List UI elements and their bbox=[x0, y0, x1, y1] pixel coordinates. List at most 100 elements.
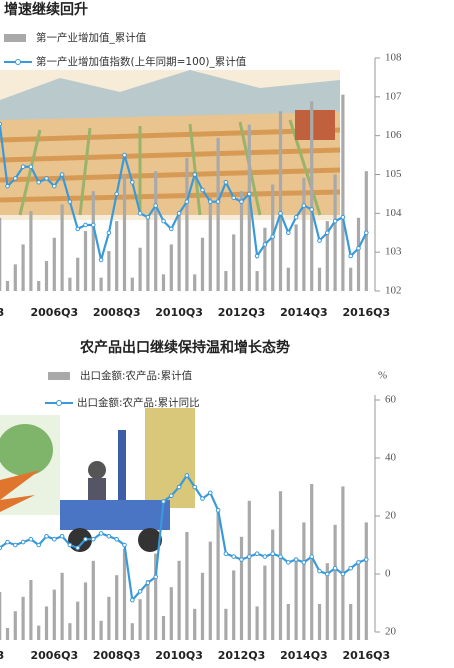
bar bbox=[216, 137, 220, 291]
point bbox=[192, 172, 197, 177]
point bbox=[286, 230, 291, 236]
point bbox=[153, 574, 158, 580]
point bbox=[208, 199, 213, 204]
bar bbox=[161, 616, 166, 640]
point bbox=[364, 557, 369, 562]
point bbox=[184, 473, 190, 478]
point bbox=[200, 496, 205, 501]
point bbox=[114, 191, 119, 197]
legend-label: 第一产业增加值指数(上年同期=100)_累计值 bbox=[36, 55, 247, 68]
point bbox=[247, 554, 252, 559]
legend-label: 出口金额:农产品:累计值 bbox=[80, 369, 193, 382]
y2-tick-label: 103 bbox=[385, 246, 402, 258]
bar bbox=[115, 221, 119, 291]
bar bbox=[44, 606, 49, 640]
bar bbox=[239, 536, 244, 640]
point bbox=[153, 203, 158, 208]
point bbox=[293, 214, 299, 220]
bar bbox=[21, 244, 25, 291]
point bbox=[309, 554, 315, 559]
bar bbox=[60, 204, 64, 291]
bar bbox=[216, 508, 220, 640]
bar bbox=[44, 261, 49, 291]
bar bbox=[317, 267, 322, 291]
point bbox=[20, 164, 26, 170]
bar bbox=[68, 623, 72, 640]
bar bbox=[138, 247, 142, 291]
bar bbox=[115, 575, 119, 640]
x-tick-label: 2012Q3 bbox=[218, 306, 266, 319]
bar bbox=[356, 560, 361, 640]
bar bbox=[232, 234, 236, 291]
point bbox=[348, 253, 354, 259]
point bbox=[137, 589, 143, 594]
bar bbox=[91, 191, 95, 291]
bar bbox=[146, 217, 150, 291]
bar bbox=[177, 560, 181, 640]
point bbox=[145, 580, 151, 586]
point bbox=[301, 203, 307, 208]
point bbox=[192, 484, 197, 490]
bar bbox=[302, 177, 306, 291]
y2-tick-label: 107 bbox=[385, 90, 402, 102]
bar bbox=[83, 582, 88, 640]
point bbox=[262, 554, 268, 559]
point bbox=[28, 536, 34, 542]
point bbox=[340, 214, 346, 220]
bar bbox=[224, 271, 228, 291]
x-tick-label: 2006Q3 bbox=[30, 649, 78, 662]
x-tick-label: 2008Q3 bbox=[93, 649, 141, 662]
point bbox=[75, 226, 80, 232]
bar bbox=[169, 587, 173, 640]
point bbox=[44, 534, 49, 539]
y2-tick-label: 106 bbox=[385, 129, 402, 141]
point bbox=[98, 531, 104, 536]
point bbox=[28, 164, 34, 170]
chart-title: 增速继续回升 bbox=[4, 1, 88, 18]
point bbox=[59, 172, 65, 177]
y2-tick-label: 105 bbox=[385, 168, 402, 180]
bar bbox=[29, 580, 33, 640]
bar bbox=[200, 572, 205, 640]
point bbox=[348, 565, 354, 571]
y2-tick-label: 40 bbox=[385, 452, 397, 464]
bar bbox=[208, 541, 212, 640]
point bbox=[270, 234, 276, 239]
bar bbox=[0, 217, 2, 291]
legend-label: 出口金额:农产品:累计同比 bbox=[77, 396, 200, 409]
bar bbox=[122, 174, 127, 291]
point bbox=[278, 211, 283, 216]
bar bbox=[200, 237, 205, 291]
bar bbox=[68, 277, 72, 291]
bar bbox=[333, 174, 337, 291]
point bbox=[13, 542, 18, 548]
point bbox=[67, 542, 73, 548]
legend-marker bbox=[56, 400, 62, 406]
x-tick-label: 2010Q3 bbox=[155, 306, 203, 319]
x-tick-label: 2016Q3 bbox=[342, 306, 390, 319]
bar bbox=[224, 608, 228, 640]
point bbox=[200, 187, 205, 193]
point bbox=[286, 560, 291, 565]
y2-tick-label: 60 bbox=[385, 394, 397, 406]
point bbox=[91, 222, 96, 228]
bar bbox=[21, 596, 25, 640]
bar bbox=[208, 197, 212, 291]
point bbox=[270, 551, 276, 557]
point bbox=[239, 199, 244, 204]
bar bbox=[271, 529, 275, 640]
y2-tick-label: 102 bbox=[385, 285, 402, 297]
bar bbox=[76, 601, 80, 640]
point bbox=[340, 571, 346, 577]
point bbox=[130, 179, 135, 185]
point bbox=[52, 536, 57, 542]
point bbox=[161, 218, 166, 224]
bar bbox=[278, 111, 283, 291]
point bbox=[231, 195, 236, 201]
point bbox=[176, 484, 182, 490]
point bbox=[122, 152, 127, 158]
bar bbox=[185, 157, 189, 291]
point bbox=[52, 183, 57, 189]
bar bbox=[247, 124, 251, 291]
